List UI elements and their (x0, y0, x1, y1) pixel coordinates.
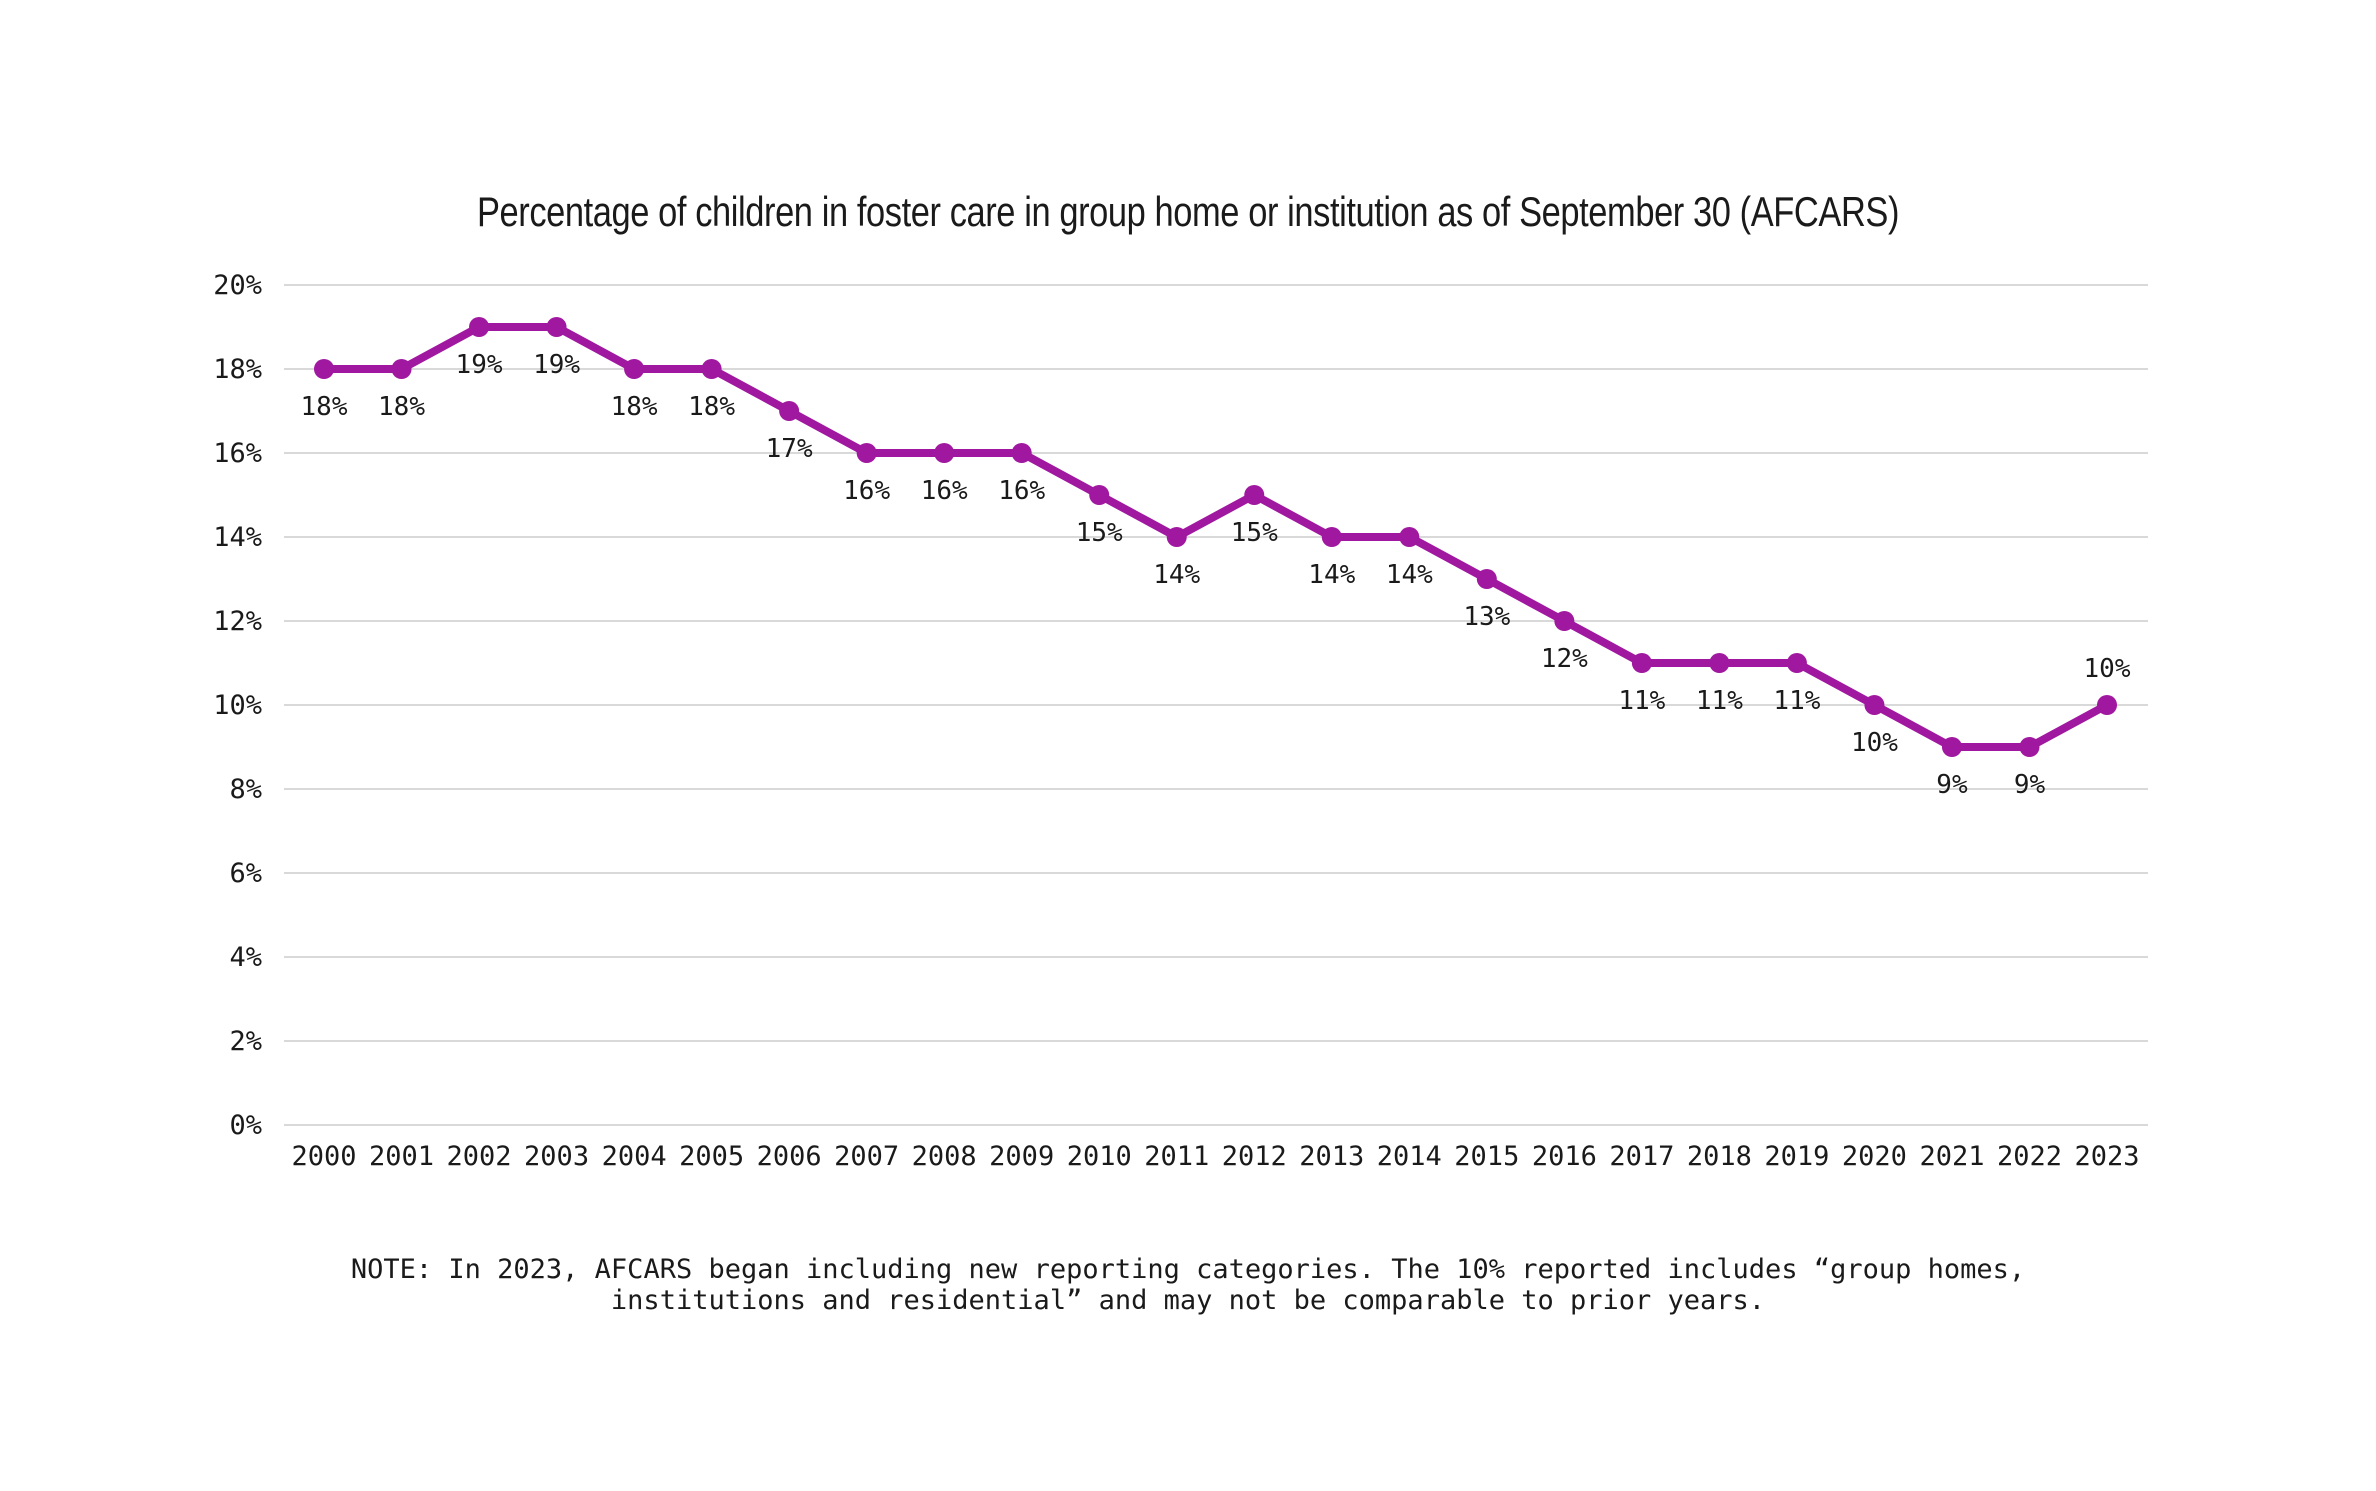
data-point (469, 317, 490, 337)
y-tick-label: 12% (213, 606, 262, 637)
data-label: 18% (301, 392, 348, 422)
data-label: 13% (1463, 602, 1510, 632)
x-tick-label: 2005 (679, 1141, 744, 1172)
data-label: 16% (921, 476, 968, 506)
data-label: 17% (766, 434, 813, 464)
data-label: 18% (611, 392, 658, 422)
data-label: 11% (1696, 686, 1743, 716)
data-point (1709, 653, 1730, 673)
x-tick-label: 2007 (834, 1141, 899, 1172)
y-tick-label: 8% (229, 774, 262, 805)
x-tick-label: 2018 (1687, 1141, 1752, 1172)
x-tick-label: 2003 (524, 1141, 589, 1172)
y-tick-label: 18% (213, 354, 262, 385)
x-tick-label: 2010 (1067, 1141, 1132, 1172)
data-point (1011, 443, 1032, 463)
data-point (1166, 527, 1187, 547)
data-point (1941, 737, 1962, 757)
data-label: 10% (2084, 654, 2131, 684)
data-point (1399, 527, 1420, 547)
x-tick-label: 2000 (291, 1141, 356, 1172)
data-label: 10% (1851, 728, 1898, 758)
x-tick-label: 2023 (2074, 1141, 2139, 1172)
data-point (2097, 695, 2117, 715)
data-point (314, 359, 334, 379)
data-label: 19% (533, 350, 580, 380)
data-point (1864, 695, 1885, 715)
series-line (320, 323, 2111, 751)
data-point (1786, 653, 1807, 673)
data-label: 12% (1541, 644, 1588, 674)
data-label: 18% (378, 392, 425, 422)
data-point (624, 359, 645, 379)
x-tick-label: 2006 (757, 1141, 822, 1172)
data-point (856, 443, 877, 463)
data-point (1244, 485, 1265, 505)
x-tick-label: 2022 (1997, 1141, 2062, 1172)
x-tick-label: 2012 (1222, 1141, 1287, 1172)
data-label: 16% (998, 476, 1045, 506)
data-point (934, 443, 955, 463)
x-tick-label: 2011 (1144, 1141, 1209, 1172)
data-point (1554, 611, 1575, 631)
y-tick-label: 14% (213, 522, 262, 553)
x-tick-label: 2008 (912, 1141, 977, 1172)
x-tick-label: 2017 (1609, 1141, 1674, 1172)
data-point (391, 359, 412, 379)
x-tick-label: 2015 (1454, 1141, 1519, 1172)
data-label: 15% (1231, 518, 1278, 548)
y-tick-label: 16% (213, 438, 262, 469)
data-label: 19% (456, 350, 503, 380)
data-label: 11% (1618, 686, 1665, 716)
data-point (779, 401, 800, 421)
data-label: 14% (1153, 560, 1200, 590)
data-label: 15% (1076, 518, 1123, 548)
x-tick-label: 2009 (989, 1141, 1054, 1172)
data-label: 14% (1386, 560, 1433, 590)
chart-note: NOTE: In 2023, AFCARS began including ne… (350, 1254, 2026, 1316)
y-tick-label: 6% (229, 858, 262, 889)
y-tick-label: 0% (229, 1110, 262, 1141)
data-point (546, 317, 567, 337)
data-label: 11% (1773, 686, 1820, 716)
data-point (1476, 569, 1497, 589)
chart-title: Percentage of children in foster care in… (476, 188, 1900, 235)
y-tick-label: 20% (213, 270, 262, 301)
y-tick-label: 2% (229, 1026, 262, 1057)
data-point (701, 359, 722, 379)
data-point (2019, 737, 2040, 757)
y-tick-label: 10% (213, 690, 262, 721)
data-label: 14% (1308, 560, 1355, 590)
x-tick-label: 2014 (1377, 1141, 1442, 1172)
x-tick-label: 2002 (447, 1141, 512, 1172)
data-label: 9% (2014, 770, 2046, 800)
x-tick-label: 2004 (602, 1141, 667, 1172)
data-label: 18% (688, 392, 735, 422)
x-tick-label: 2013 (1299, 1141, 1364, 1172)
x-tick-label: 2021 (1919, 1141, 1984, 1172)
y-tick-label: 4% (229, 942, 262, 973)
data-label: 9% (1936, 770, 1968, 800)
x-tick-label: 2019 (1764, 1141, 1829, 1172)
x-tick-label: 2020 (1842, 1141, 1907, 1172)
x-tick-label: 2001 (369, 1141, 434, 1172)
data-point (1321, 527, 1342, 547)
data-label: 16% (843, 476, 890, 506)
data-point (1631, 653, 1652, 673)
data-point (1089, 485, 1110, 505)
x-tick-label: 2016 (1532, 1141, 1597, 1172)
